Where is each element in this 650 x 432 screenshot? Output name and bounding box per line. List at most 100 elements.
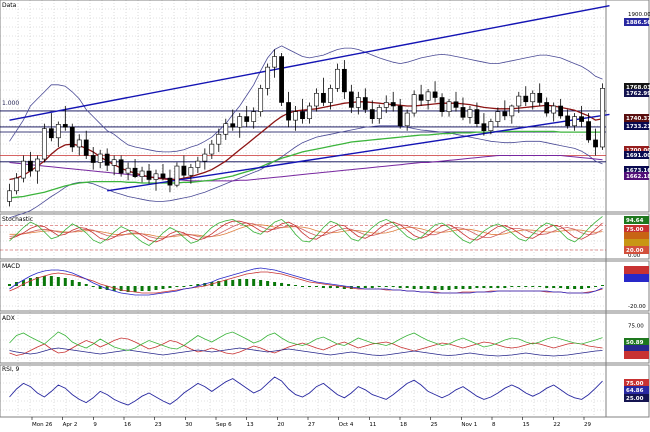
candle bbox=[153, 169, 159, 191]
candle bbox=[216, 128, 222, 152]
rsi-value-badge-text: 64.86 bbox=[626, 388, 644, 394]
x-axis-label: 9 bbox=[93, 422, 97, 428]
macd-histogram-bar bbox=[531, 286, 535, 287]
candle-body bbox=[125, 167, 131, 174]
macd-line bbox=[9, 267, 603, 296]
ma-purple-line bbox=[9, 155, 603, 182]
price-value-badge-text: 1662.18 bbox=[626, 174, 650, 180]
candle bbox=[62, 106, 68, 131]
price-value-badge: 1733.21 bbox=[624, 122, 650, 130]
rsi-series-layer bbox=[9, 376, 603, 406]
x-axis-label: 27 bbox=[308, 422, 315, 428]
candle bbox=[223, 118, 229, 140]
candle bbox=[404, 109, 410, 131]
adx-panel-title: ADX bbox=[2, 315, 15, 322]
candle-body bbox=[153, 173, 159, 180]
macd-histogram-bar bbox=[175, 286, 179, 287]
x-axis-label: Apr 2 bbox=[63, 422, 78, 428]
candle-body bbox=[307, 105, 312, 120]
x-axis-label: Sep 6 bbox=[216, 422, 232, 428]
x-axis-label: 22 bbox=[553, 422, 560, 428]
macd-value-badge-bg bbox=[624, 266, 649, 274]
candle-body bbox=[509, 105, 515, 117]
macd-histogram-bar bbox=[154, 286, 158, 290]
candle-body bbox=[265, 66, 271, 89]
x-axis-label: 18 bbox=[400, 422, 407, 428]
candle-body bbox=[502, 111, 508, 117]
macd-histogram-bar bbox=[126, 286, 130, 292]
stochastic-value-badge bbox=[624, 239, 649, 247]
rsi-value-badge-bg bbox=[624, 386, 649, 394]
price-value-badge-bg bbox=[624, 146, 649, 154]
candle-body bbox=[335, 68, 340, 89]
candle bbox=[28, 151, 33, 177]
candle bbox=[460, 97, 466, 121]
price-value-badge-bg bbox=[624, 166, 649, 174]
price-value-badge-text: 1762.99 bbox=[626, 91, 650, 97]
macd-histogram-bar bbox=[601, 285, 605, 286]
candle-body bbox=[488, 121, 494, 132]
candle bbox=[523, 86, 529, 106]
stochastic-series-layer bbox=[0, 216, 606, 251]
stochastic-value-badge-text: 75.00 bbox=[626, 227, 644, 233]
candle-body bbox=[362, 97, 368, 110]
candle bbox=[97, 149, 103, 169]
candle bbox=[237, 113, 243, 138]
stochastic-value-badge: 20.00 bbox=[624, 246, 649, 254]
x-axis-label: 20 bbox=[277, 422, 284, 428]
macd-series-layer bbox=[7, 267, 605, 296]
x-axis-label: Oct 4 bbox=[339, 422, 354, 428]
price-value-badge: 1886.56 bbox=[624, 18, 650, 26]
candle bbox=[474, 102, 480, 128]
candle-body bbox=[390, 102, 396, 107]
candle bbox=[495, 107, 501, 128]
candle bbox=[7, 183, 12, 207]
candle-body bbox=[300, 111, 305, 120]
candle-body bbox=[446, 101, 452, 112]
candle bbox=[502, 100, 508, 121]
candle-body bbox=[209, 143, 215, 155]
candle bbox=[425, 89, 431, 110]
macd-histogram-bar bbox=[91, 286, 95, 287]
candle-body bbox=[411, 94, 417, 114]
macd-histogram-bar bbox=[321, 286, 325, 288]
macd-histogram-bar bbox=[77, 282, 81, 286]
candle bbox=[41, 123, 47, 163]
candle-body bbox=[321, 92, 326, 103]
x-axis-label: 16 bbox=[124, 422, 131, 428]
rsi-value-badge-text: 25.00 bbox=[626, 396, 644, 402]
macd-panel-border bbox=[0, 260, 650, 312]
macd-histogram-bar bbox=[189, 285, 193, 286]
candle bbox=[411, 90, 417, 117]
candle bbox=[118, 155, 124, 177]
candle-body bbox=[439, 97, 445, 112]
axis-layer: 1900.001800.001700.000.00-20.0075.0025.0… bbox=[31, 12, 650, 428]
macd-histogram-bar bbox=[545, 286, 549, 288]
macd-histogram-bar bbox=[489, 286, 493, 288]
x-axis-label: 25 bbox=[431, 422, 438, 428]
x-axis-label: 23 bbox=[155, 422, 162, 428]
macd-histogram-bar bbox=[7, 284, 11, 286]
candle-body bbox=[279, 56, 284, 103]
macd-histogram-bar bbox=[112, 286, 116, 291]
price-tick-label: 1900.00 bbox=[628, 12, 650, 18]
candle bbox=[537, 83, 543, 106]
price-value-badge: 1662.18 bbox=[624, 172, 650, 180]
macd-histogram-bar bbox=[231, 280, 235, 286]
candle-body bbox=[48, 128, 54, 139]
macd-histogram-bar bbox=[217, 281, 221, 286]
macd-histogram-bar bbox=[105, 286, 109, 290]
macd-histogram-bar bbox=[294, 285, 298, 286]
macd-histogram-bar bbox=[56, 277, 60, 286]
stochastic-k-line bbox=[9, 216, 603, 246]
candle bbox=[355, 91, 361, 115]
candle bbox=[383, 95, 389, 114]
candle-body bbox=[404, 112, 410, 127]
macd-histogram-bar bbox=[566, 286, 570, 289]
price-value-badge-text: 1733.21 bbox=[626, 124, 650, 130]
candle-body bbox=[537, 92, 543, 103]
candle bbox=[209, 139, 215, 159]
candle bbox=[251, 107, 257, 129]
candle-body bbox=[481, 123, 487, 132]
stochastic-value-badge bbox=[624, 232, 649, 240]
